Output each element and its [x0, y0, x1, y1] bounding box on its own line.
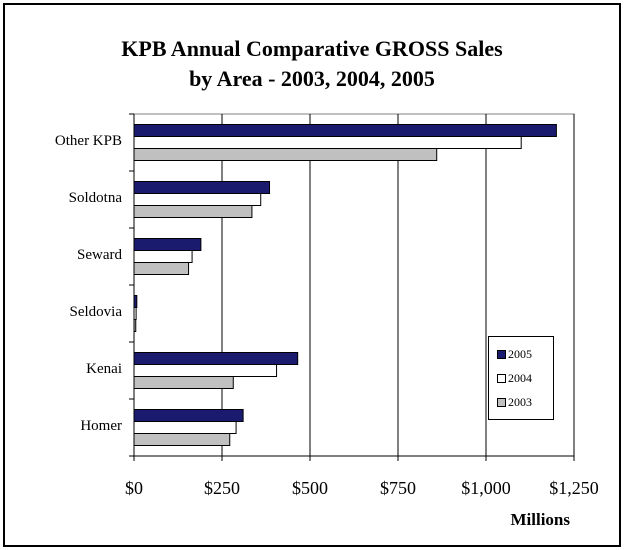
ticks: [129, 113, 575, 461]
bar-2005-seward: [133, 238, 202, 251]
grid-lines: [221, 114, 575, 456]
legend-item-2004: 2004: [497, 371, 532, 386]
legend-item-2003: 2003: [497, 395, 532, 410]
x-axis-title: Millions: [510, 510, 570, 529]
legend-item-2005: 2005: [497, 347, 532, 362]
bar-2003-homer: [133, 433, 231, 446]
legend-swatch-2004: [497, 374, 506, 383]
category-label: Soldotna: [68, 189, 122, 206]
bar-2004-soldotna: [133, 193, 262, 206]
chart-title-line1: KPB Annual Comparative GROSS Sales: [121, 36, 503, 61]
x-tick-label: $0: [125, 478, 143, 498]
bars: [133, 124, 557, 446]
bar-2005-kenai: [133, 352, 299, 365]
bar-2005-other-kpb: [133, 124, 557, 137]
legend-label-2003: 2003: [508, 395, 532, 409]
bar-2003-soldotna: [133, 205, 253, 218]
x-tick-label: $250: [204, 478, 240, 498]
bar-2004-kenai: [133, 364, 278, 377]
x-tick-label: $1,000: [461, 478, 511, 498]
x-tick-label: $750: [380, 478, 416, 498]
x-tick-label: $500: [292, 478, 328, 498]
bar-2003-other-kpb: [133, 148, 438, 161]
x-tick-label: $1,250: [549, 478, 599, 498]
bar-2005-homer: [133, 409, 244, 422]
legend-label-2005: 2005: [508, 347, 532, 361]
category-label: Other KPB: [54, 132, 122, 149]
bar-2003-kenai: [133, 376, 234, 389]
legend-label-2004: 2004: [508, 371, 532, 385]
legend-swatch-2003: [497, 398, 506, 407]
bar-2004-other-kpb: [133, 136, 522, 149]
bar-2004-seward: [133, 250, 193, 263]
category-label: Seldovia: [69, 303, 123, 320]
category-label: Kenai: [86, 360, 122, 377]
bar-2004-homer: [133, 421, 237, 434]
bar-2003-seward: [133, 262, 190, 275]
bar-2005-soldotna: [133, 181, 271, 194]
category-label: Homer: [80, 417, 122, 434]
chart-title-line2: by Area - 2003, 2004, 2005: [189, 66, 435, 91]
legend: 2005 2004 2003: [488, 336, 554, 420]
legend-swatch-2005: [497, 350, 506, 359]
category-label: Seward: [77, 246, 122, 263]
